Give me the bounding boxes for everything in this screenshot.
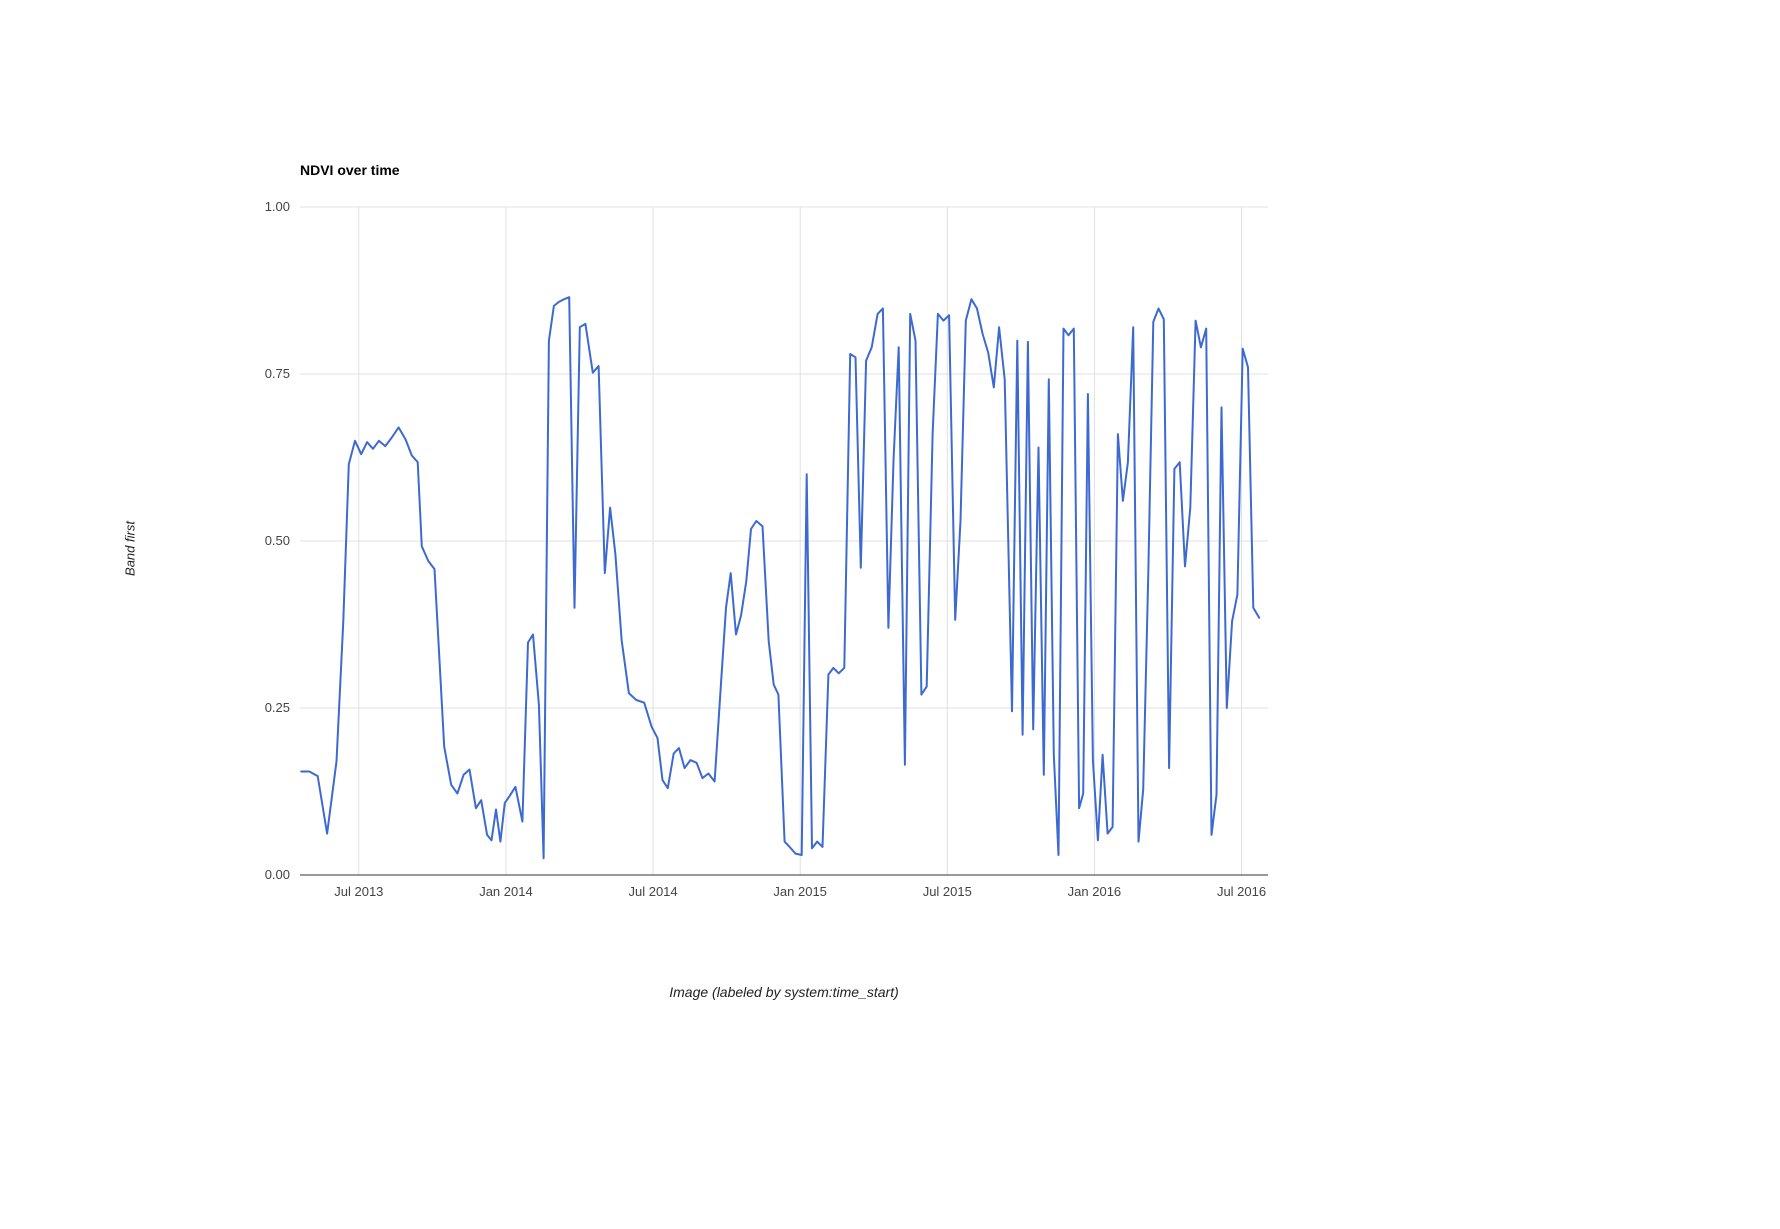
y-tick-label: 0.25 (264, 700, 290, 715)
x-tick-label: Jul 2015 (922, 884, 972, 899)
x-tick-label: Jul 2014 (628, 884, 678, 899)
series-line-first[interactable] (300, 296, 1261, 860)
x-tick-label: Jan 2015 (773, 884, 827, 899)
x-tick-label: Jul 2016 (1216, 884, 1267, 899)
x-tick-label: Jan 2014 (479, 884, 533, 899)
y-tick-label: 0.75 (264, 366, 290, 381)
x-axis-title: Image (labeled by system:time_start) (669, 984, 899, 1000)
y-tick-label: 0.50 (264, 533, 290, 548)
x-tick-label: Jan 2016 (1067, 884, 1122, 899)
y-tick-label: 0.00 (264, 867, 290, 882)
x-tick-label: Jul 2013 (334, 884, 384, 899)
y-tick-label: 1.00 (264, 199, 290, 214)
chart-title: NDVI over time (300, 162, 400, 178)
